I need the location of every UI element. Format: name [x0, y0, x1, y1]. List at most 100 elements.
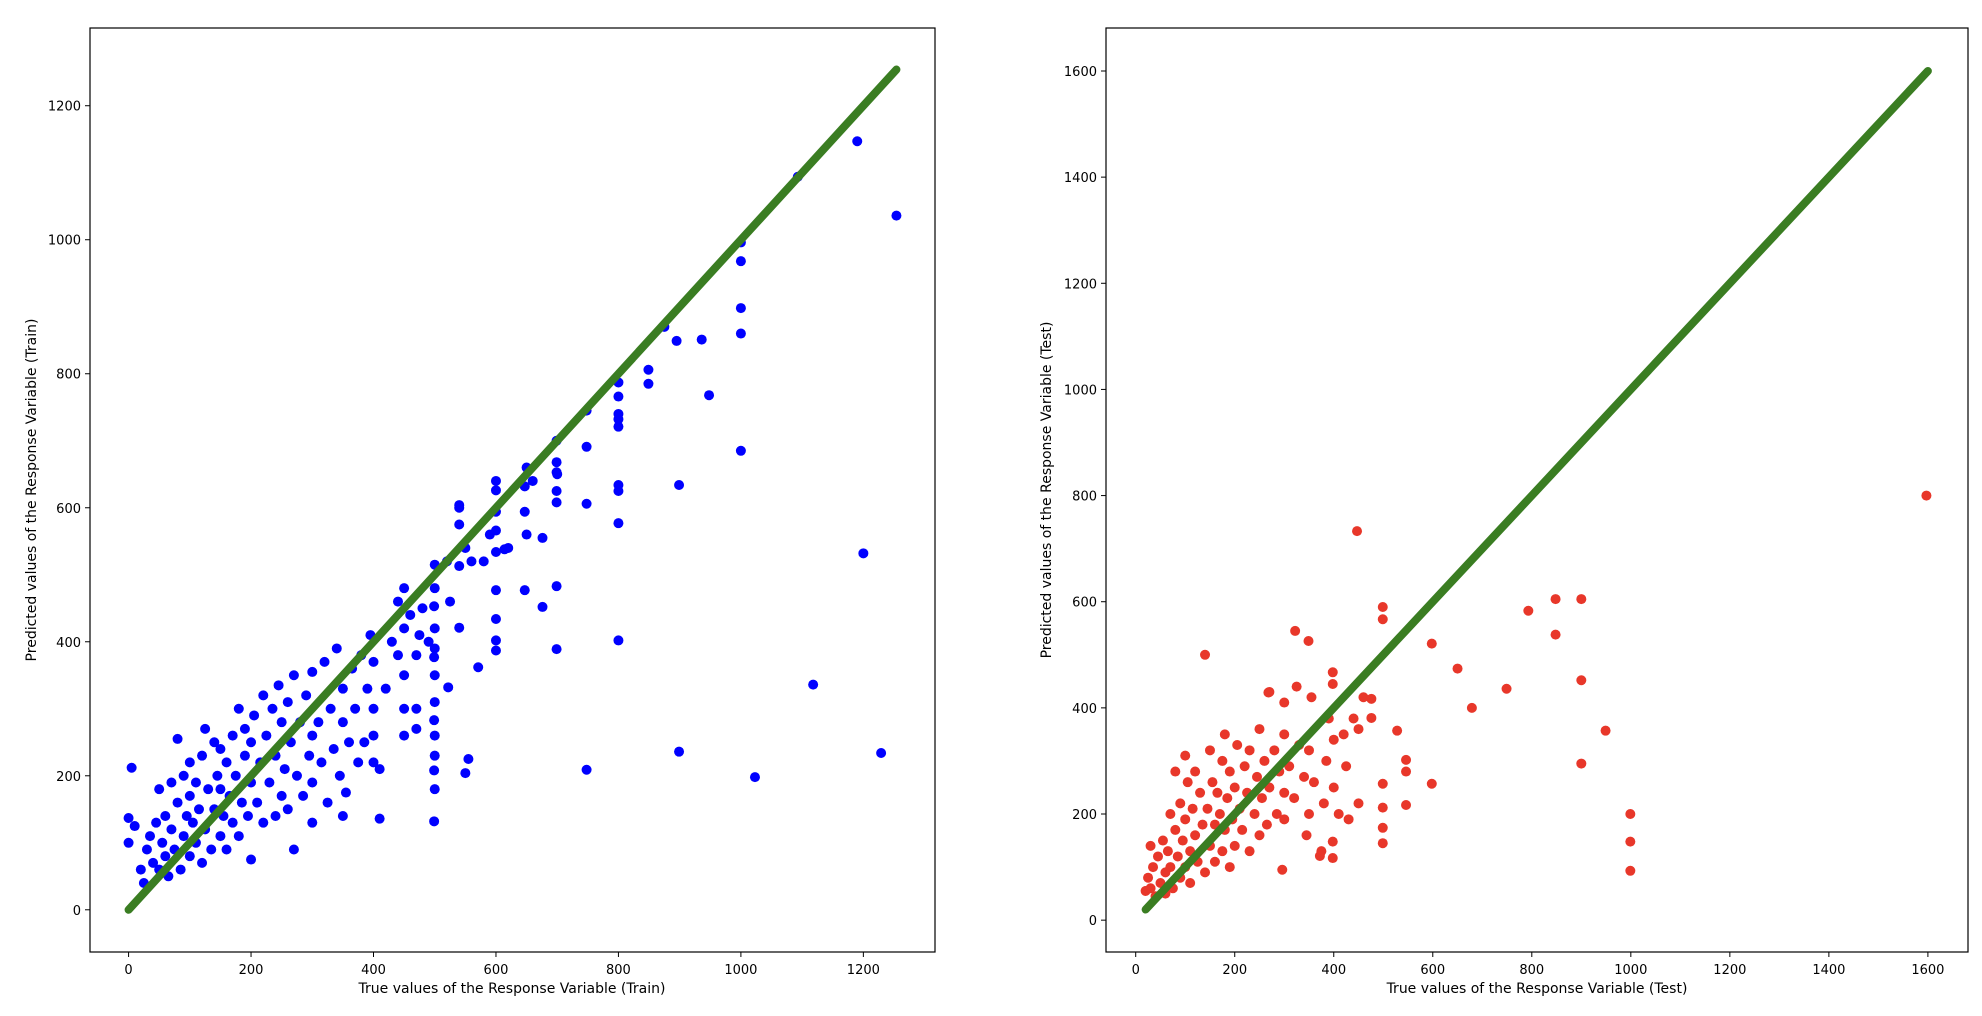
train-data-point	[181, 810, 192, 821]
test-data-point	[1237, 824, 1248, 835]
test-data-point	[1165, 809, 1176, 820]
test-y-tick-label: 1600	[1064, 65, 1097, 80]
train-data-point	[242, 810, 253, 821]
train-data-point	[129, 821, 140, 832]
train-data-point	[613, 635, 624, 646]
train-data-point	[141, 844, 152, 855]
train-data-point	[490, 645, 501, 656]
train-data-point	[334, 770, 345, 781]
train-data-point	[411, 650, 422, 661]
train-data-point	[197, 750, 208, 761]
test-data-point	[1244, 745, 1255, 756]
train-data-point	[239, 723, 250, 734]
test-data-point	[1148, 862, 1159, 873]
train-data-point	[166, 777, 177, 788]
test-data-point	[1301, 830, 1312, 841]
train-data-point	[148, 857, 159, 868]
train-y-tick-label: 1000	[48, 234, 81, 249]
train-data-point	[490, 485, 501, 496]
train-data-point	[166, 824, 177, 835]
test-data-point	[1209, 856, 1220, 867]
train-data-point	[417, 603, 428, 614]
train-data-point	[313, 717, 324, 728]
train-points	[123, 136, 902, 888]
train-data-point	[249, 710, 260, 721]
train-data-point	[368, 656, 379, 667]
train-data-point	[227, 817, 238, 828]
test-data-point	[1224, 766, 1235, 777]
test-data-point	[1625, 809, 1636, 820]
train-data-point	[527, 475, 538, 486]
test-data-point	[1308, 777, 1319, 788]
train-data-point	[316, 757, 327, 768]
train-y-tick-label: 400	[56, 636, 81, 651]
train-data-point	[273, 680, 284, 691]
train-data-point	[135, 864, 146, 875]
train-data-point	[429, 784, 440, 795]
train-data-point	[304, 750, 315, 761]
train-data-point	[151, 817, 162, 828]
train-data-point	[282, 697, 293, 708]
test-data-point	[1501, 683, 1512, 694]
train-data-point	[429, 750, 440, 761]
train-data-point	[478, 556, 489, 567]
train-data-point	[215, 831, 226, 842]
train-data-point	[246, 854, 257, 865]
test-data-point	[1392, 725, 1403, 736]
train-data-point	[298, 790, 309, 801]
test-data-point	[1244, 846, 1255, 857]
train-data-point	[264, 777, 275, 788]
test-data-point	[1338, 729, 1349, 740]
test-x-tick-label: 600	[1420, 963, 1445, 978]
test-data-point	[1145, 883, 1156, 894]
train-data-point	[175, 864, 186, 875]
test-x-axis-label: True values of the Response Variable (Te…	[1386, 981, 1688, 997]
train-data-point	[613, 518, 624, 529]
test-y-tick-label: 1400	[1064, 171, 1097, 186]
train-data-point	[735, 303, 746, 314]
test-data-point	[1314, 850, 1325, 861]
test-data-point	[1162, 846, 1173, 857]
train-data-point	[212, 770, 223, 781]
test-y-tick-label: 1000	[1064, 383, 1097, 398]
train-data-point	[473, 662, 484, 673]
train-data-point	[154, 784, 165, 795]
train-data-point	[123, 812, 134, 823]
train-data-point	[337, 810, 348, 821]
train-x-tick-label: 1000	[724, 963, 757, 978]
train-data-point	[429, 670, 440, 681]
test-data-point	[1180, 750, 1191, 761]
train-y-tick-label: 200	[56, 770, 81, 785]
train-data-point	[735, 328, 746, 339]
train-data-point	[325, 703, 336, 714]
test-data-point	[1343, 814, 1354, 825]
test-data-point	[1377, 778, 1388, 789]
test-data-point	[1625, 865, 1636, 876]
test-data-point	[1269, 745, 1280, 756]
train-x-tick-label: 800	[606, 963, 631, 978]
train-data-point	[350, 703, 361, 714]
test-data-point	[1217, 755, 1228, 766]
test-data-point	[1327, 678, 1338, 689]
test-data-point	[1625, 836, 1636, 847]
train-data-point	[276, 790, 287, 801]
test-data-point	[1348, 713, 1359, 724]
train-data-point	[193, 804, 204, 815]
test-y-axis-label: Predicted values of the Response Variabl…	[1039, 322, 1055, 659]
train-data-point	[246, 737, 257, 748]
test-data-point	[1175, 798, 1186, 809]
train-data-point	[519, 585, 530, 596]
test-data-point	[1202, 803, 1213, 814]
train-data-point	[891, 210, 902, 221]
test-data-point	[1187, 803, 1198, 814]
test-data-point	[1452, 663, 1463, 674]
train-data-point	[429, 583, 440, 594]
test-data-point	[1256, 793, 1267, 804]
test-data-point	[1576, 758, 1587, 769]
test-data-point	[1279, 697, 1290, 708]
test-x-tick-label: 400	[1321, 963, 1346, 978]
train-data-point	[551, 497, 562, 508]
test-data-point	[1172, 851, 1183, 862]
test-data-point	[1401, 754, 1412, 765]
